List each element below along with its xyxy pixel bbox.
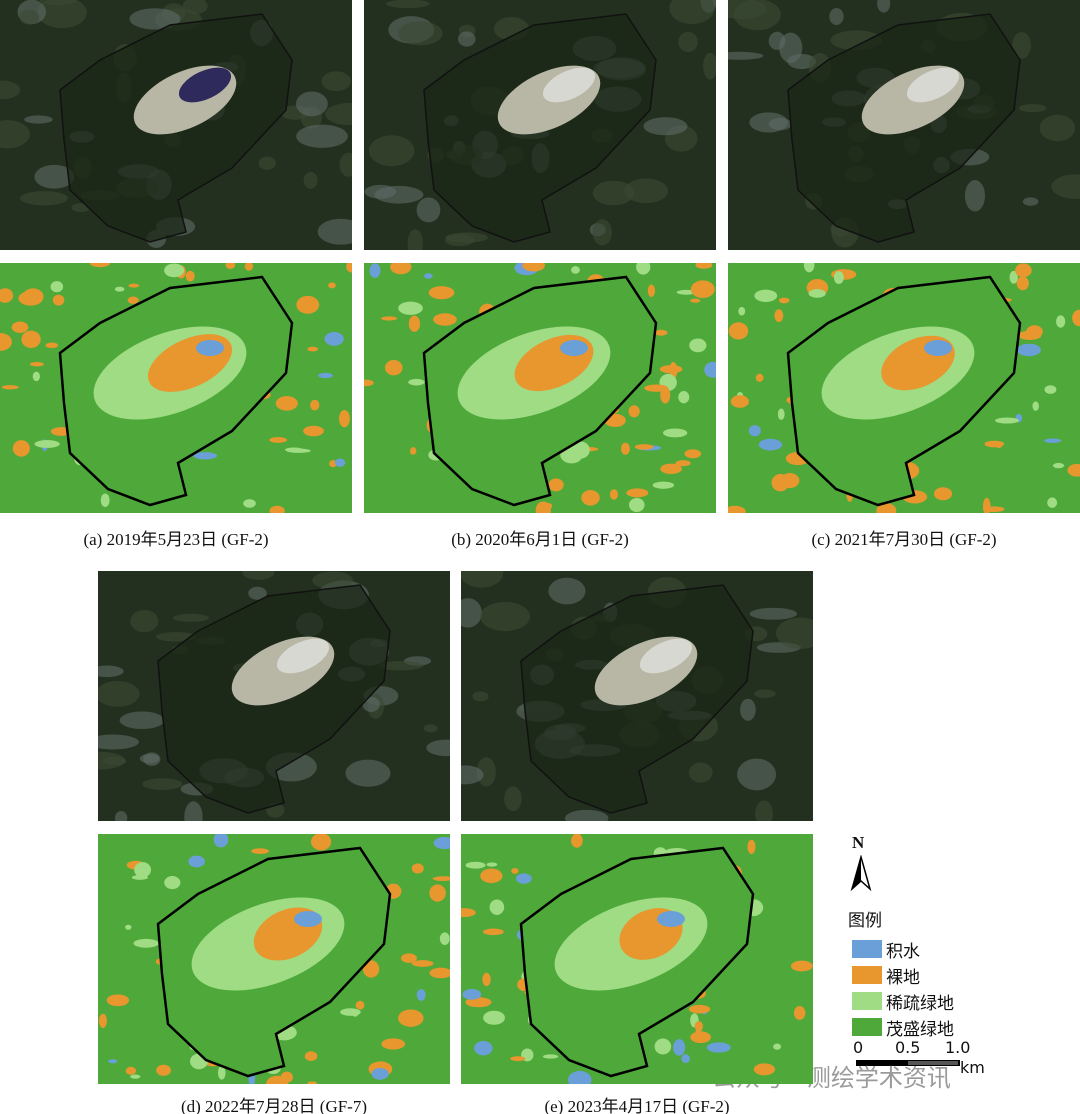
classification-map [728, 263, 1080, 513]
satellite-image [461, 571, 813, 821]
satellite-image [98, 571, 450, 821]
north-label: N [852, 833, 865, 852]
classification-map [0, 263, 352, 513]
legend-swatch [852, 940, 882, 958]
panel-caption: (c) 2021年7月30日 (GF-2) [811, 530, 997, 549]
scale-unit: km [960, 1058, 985, 1077]
legend-label: 积水 [886, 942, 920, 962]
legend-swatch [852, 992, 882, 1010]
legend-title: 图例 [848, 911, 882, 931]
classification-map [364, 263, 716, 513]
legend-label: 裸地 [886, 968, 920, 988]
legend-label: 茂盛绿地 [886, 1020, 954, 1040]
panel-caption: (d) 2022年7月28日 (GF-7) [180, 1097, 368, 1114]
satellite-image [0, 0, 352, 250]
legend-swatch [852, 1018, 882, 1036]
classification-map [98, 834, 450, 1084]
scale-tick: 0.5 [895, 1038, 921, 1057]
north-arrow [850, 855, 872, 891]
classification-map [461, 834, 813, 1084]
scale-bar [856, 1060, 960, 1066]
scale-tick: 0 [853, 1038, 864, 1057]
satellite-image [728, 0, 1080, 250]
scale-tick: 1.0 [945, 1038, 971, 1057]
legend-swatch [852, 966, 882, 984]
satellite-image [364, 0, 716, 250]
legend-label: 稀疏绿地 [886, 994, 954, 1014]
panel-caption: (b) 2020年6月1日 (GF-2) [451, 530, 629, 549]
panel-caption: (a) 2019年5月23日 (GF-2) [83, 530, 269, 549]
panel-caption: (e) 2023年4月17日 (GF-2) [544, 1097, 730, 1114]
